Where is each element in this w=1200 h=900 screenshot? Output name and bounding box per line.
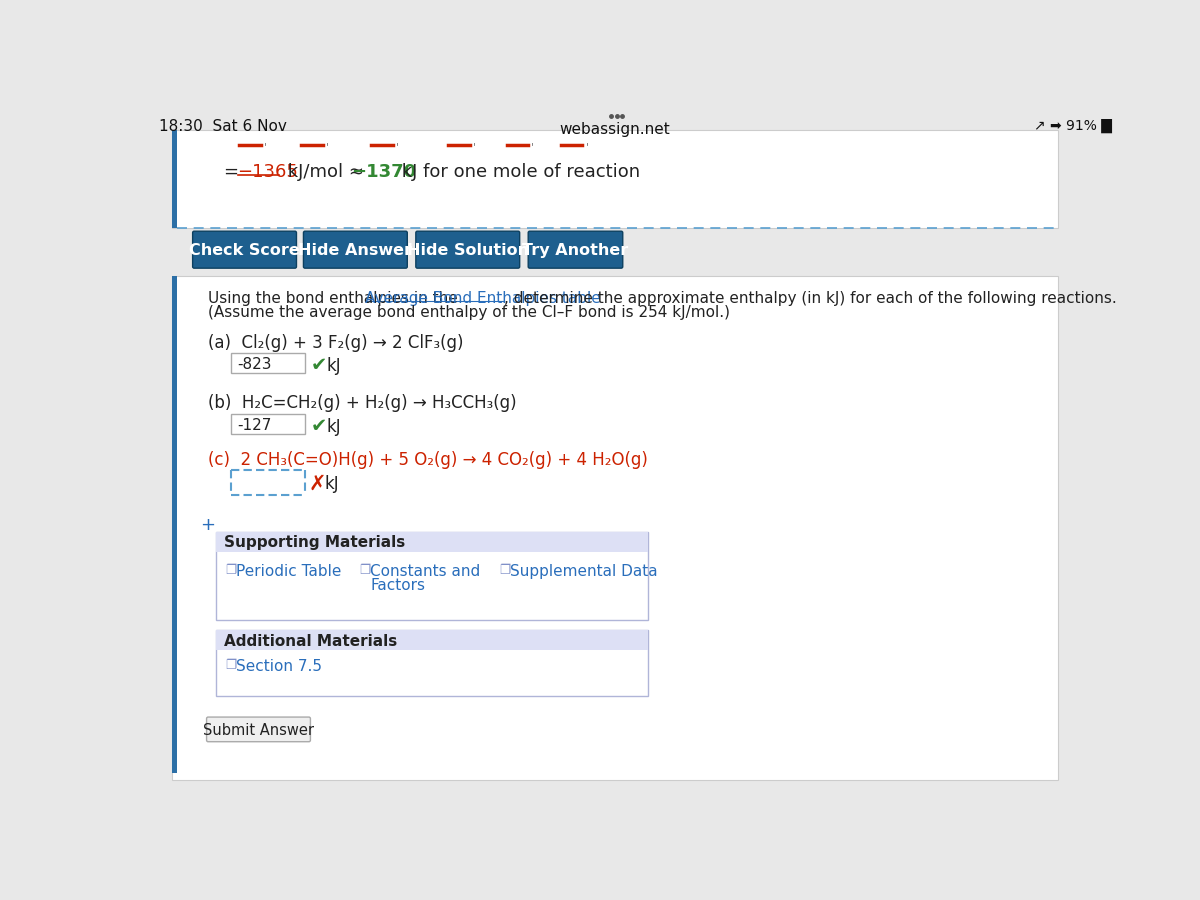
Text: −1370: −1370: [352, 164, 416, 182]
Text: Supplemental Data: Supplemental Data: [510, 563, 658, 579]
Bar: [216, 532, 648, 552]
Text: ❐: ❐: [499, 563, 510, 577]
Text: -127: -127: [238, 418, 272, 433]
Bar: [216, 630, 648, 650]
FancyBboxPatch shape: [416, 231, 520, 268]
Text: −1365: −1365: [238, 164, 299, 182]
FancyBboxPatch shape: [206, 717, 311, 742]
Text: ✔: ✔: [311, 356, 328, 375]
Text: kJ: kJ: [326, 356, 341, 374]
Text: ❐: ❐: [226, 563, 236, 577]
Bar: [172, 130, 1058, 228]
Bar: [172, 130, 178, 228]
Bar: [232, 353, 305, 373]
Text: (a)  Cl₂(g) + 3 F₂(g) → 2 ClF₃(g): (a) Cl₂(g) + 3 F₂(g) → 2 ClF₃(g): [208, 334, 463, 352]
Text: Hide Answer: Hide Answer: [299, 243, 413, 258]
FancyBboxPatch shape: [304, 231, 407, 268]
Text: (b)  H₂C=CH₂(g) + H₂(g) → H₃CCH₃(g): (b) H₂C=CH₂(g) + H₂(g) → H₃CCH₃(g): [208, 394, 517, 412]
Text: Hide Solution: Hide Solution: [407, 243, 529, 258]
Text: kJ/mol ≈: kJ/mol ≈: [282, 164, 370, 182]
Text: Section 7.5: Section 7.5: [236, 660, 322, 674]
Bar: [216, 532, 648, 620]
Text: kJ: kJ: [326, 418, 341, 436]
Text: =: =: [223, 164, 245, 182]
FancyBboxPatch shape: [528, 231, 623, 268]
Bar: [232, 414, 305, 434]
Text: ': ': [396, 142, 398, 152]
Text: ': ': [586, 142, 589, 152]
Text: webassign.net: webassign.net: [559, 122, 671, 137]
Text: ❐: ❐: [359, 563, 371, 577]
Text: Constants and: Constants and: [370, 563, 480, 579]
Text: Try Another: Try Another: [522, 243, 629, 258]
Bar: [216, 630, 648, 696]
Text: ✔: ✔: [311, 417, 328, 436]
Text: ↗ ➡ 91% █: ↗ ➡ 91% █: [1033, 119, 1111, 133]
Text: ': ': [264, 142, 268, 152]
Text: kJ for one mole of reaction: kJ for one mole of reaction: [396, 164, 640, 182]
Bar: [172, 276, 1058, 780]
Text: -823: -823: [238, 356, 272, 372]
Text: Periodic Table: Periodic Table: [236, 563, 341, 579]
Text: ❐: ❐: [226, 660, 236, 672]
Text: +: +: [200, 516, 215, 534]
Text: ': ': [326, 142, 329, 152]
Text: Using the bond enthalpies in the: Using the bond enthalpies in the: [208, 292, 463, 306]
Text: (c)  2 CH₃(C=O)H(g) + 5 O₂(g) → 4 CO₂(g) + 4 H₂O(g): (c) 2 CH₃(C=O)H(g) + 5 O₂(g) → 4 CO₂(g) …: [208, 451, 648, 469]
Text: ': ': [473, 142, 476, 152]
Text: Supporting Materials: Supporting Materials: [223, 536, 404, 551]
Text: 18:30  Sat 6 Nov: 18:30 Sat 6 Nov: [160, 119, 287, 134]
Text: Additional Materials: Additional Materials: [223, 634, 397, 649]
Text: (Assume the average bond enthalpy of the Cl–F bond is 254 kJ/mol.): (Assume the average bond enthalpy of the…: [208, 305, 730, 320]
Bar: [172, 276, 178, 772]
FancyBboxPatch shape: [193, 231, 296, 268]
Text: Submit Answer: Submit Answer: [203, 723, 314, 738]
Text: kJ: kJ: [324, 475, 340, 493]
Text: ': ': [532, 142, 534, 152]
Text: ✗: ✗: [308, 473, 326, 494]
Text: Average Bond Enthalpies table: Average Bond Enthalpies table: [366, 292, 601, 306]
Text: , determine the approximate enthalpy (in kJ) for each of the following reactions: , determine the approximate enthalpy (in…: [504, 292, 1116, 306]
Text: Factors: Factors: [370, 578, 425, 593]
Text: Check Score: Check Score: [190, 243, 300, 258]
